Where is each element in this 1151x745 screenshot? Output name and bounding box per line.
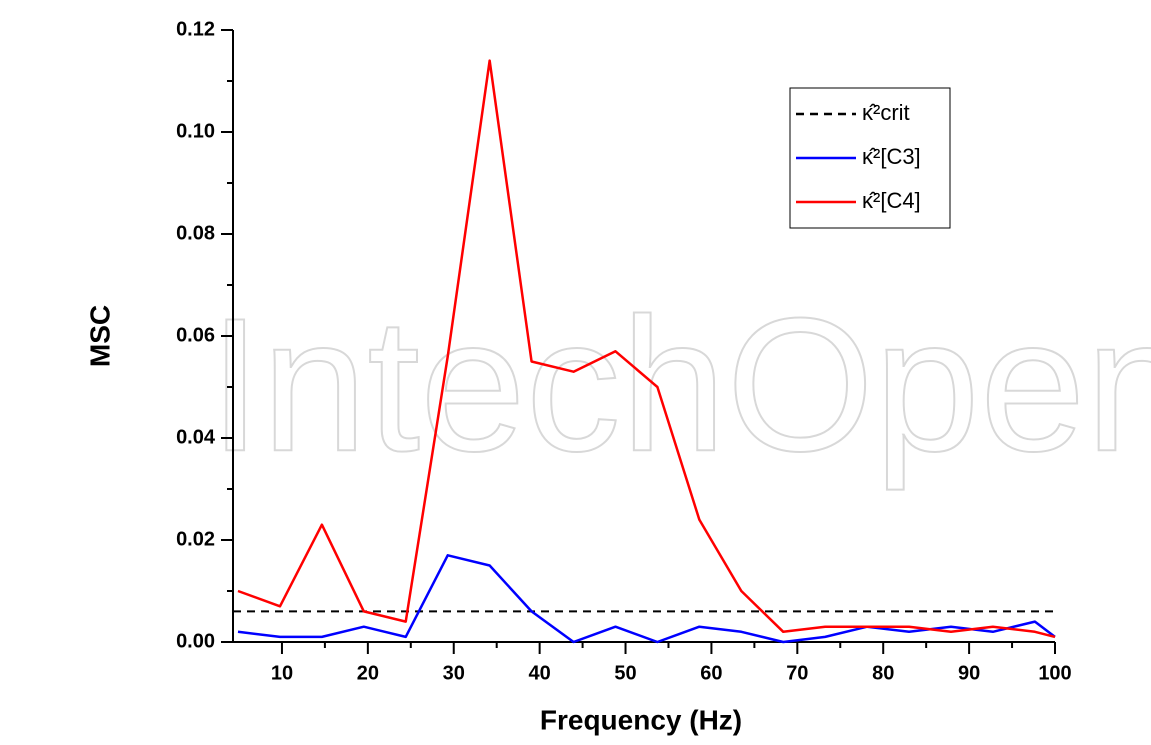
series-line [237, 554, 1056, 644]
series-line [237, 59, 1056, 639]
x-tick-label: 50 [614, 662, 636, 684]
y-tick-label: 0.08 [176, 222, 215, 244]
y-tick-label: 0.06 [176, 324, 215, 346]
legend-label: κ̂²[C4] [862, 188, 921, 213]
y-tick-label: 0.02 [176, 528, 215, 550]
y-axis-title: MSC [84, 305, 115, 367]
x-tick-label: 10 [271, 662, 293, 684]
x-tick-label: 20 [357, 662, 379, 684]
y-tick-label: 0.00 [176, 630, 215, 652]
x-tick-label: 90 [958, 662, 980, 684]
y-tick-label: 0.12 [176, 18, 215, 40]
x-tick-label: 70 [786, 662, 808, 684]
x-tick-label: 40 [529, 662, 551, 684]
x-tick-label: 100 [1038, 662, 1071, 684]
x-tick-label: 30 [443, 662, 465, 684]
x-axis-title: Frequency (Hz) [540, 704, 742, 735]
x-tick-label: 60 [700, 662, 722, 684]
y-tick-label: 0.10 [176, 120, 215, 142]
x-tick-label: 80 [872, 662, 894, 684]
legend-label: κ̂²crit [862, 100, 910, 125]
legend-label: κ̂²[C3] [862, 144, 921, 169]
y-tick-label: 0.04 [176, 426, 216, 448]
